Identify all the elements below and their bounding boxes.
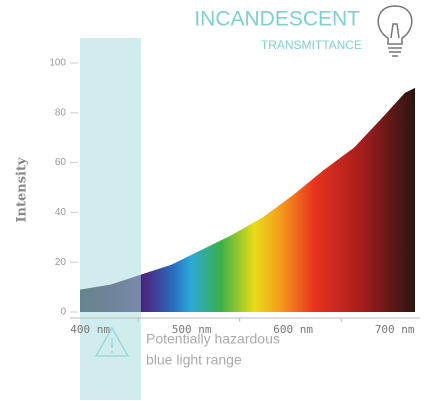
x-tick-label: 600 nm — [273, 323, 313, 336]
x-tick-label: 500 nm — [172, 323, 212, 336]
annotation: Potentially hazardous — [146, 331, 280, 347]
title: INCANDESCENT — [194, 8, 360, 31]
hazard-band — [80, 38, 141, 400]
x-tick-label: 700 nm — [375, 323, 415, 336]
annotation: blue light range — [146, 352, 242, 368]
y-axis-label: Intensity — [15, 157, 30, 223]
y-tick-label: 60 — [55, 157, 67, 168]
bulb-icon — [377, 5, 413, 57]
spectrum-area — [80, 87, 415, 313]
y-tick-label: 20 — [55, 257, 67, 268]
y-tick-label: 100 — [49, 58, 66, 69]
subtitle: TRANSMITTANCE — [261, 38, 362, 52]
x-tick-label: 400 nm — [70, 323, 110, 336]
y-tick-label: 0 — [60, 307, 66, 318]
y-tick-label: 40 — [55, 207, 67, 218]
y-tick-label: 80 — [55, 107, 67, 118]
